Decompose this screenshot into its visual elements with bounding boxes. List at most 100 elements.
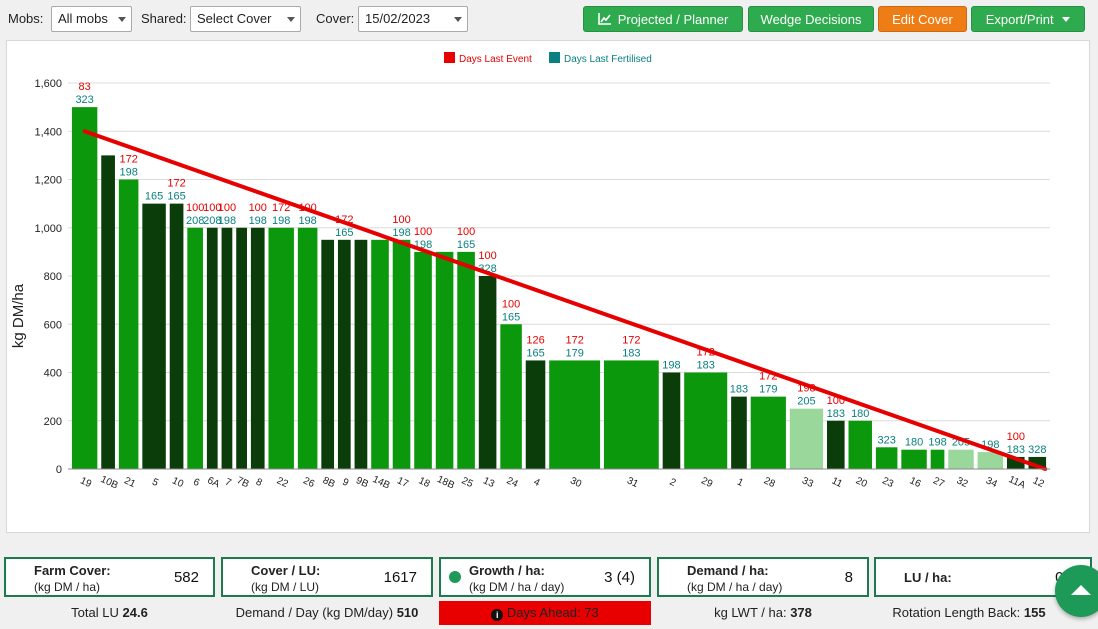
bar-paddock-24[interactable] xyxy=(500,324,522,469)
wedge-decisions-label: Wedge Decisions xyxy=(760,12,862,27)
x-tick-label: 26 xyxy=(301,475,316,490)
bar-paddock-9[interactable] xyxy=(337,239,351,469)
edit-cover-button[interactable]: Edit Cover xyxy=(878,6,967,32)
bar-paddock-4[interactable] xyxy=(525,360,546,469)
x-tick-label: 34 xyxy=(984,475,999,490)
data-label-event: 100 xyxy=(249,202,267,214)
bar-paddock-18b[interactable] xyxy=(435,251,454,469)
bar-paddock-9b[interactable] xyxy=(354,239,368,469)
bar-paddock-26[interactable] xyxy=(297,227,318,469)
growth-value: 3 (4) xyxy=(604,569,635,586)
lwt-value: 378 xyxy=(790,605,812,620)
x-tick-label: 29 xyxy=(699,475,714,490)
data-label-event: 172 xyxy=(272,202,290,214)
x-tick-label: 7 xyxy=(223,477,233,490)
bar-paddock-7[interactable] xyxy=(221,227,233,469)
x-tick-label: 10 xyxy=(170,475,185,490)
data-label-event: 172 xyxy=(622,334,640,346)
bar-paddock-30[interactable] xyxy=(549,360,601,469)
mobs-select-value: All mobs xyxy=(58,11,108,26)
x-tick-label: 20 xyxy=(854,475,869,490)
bar-paddock-28[interactable] xyxy=(750,396,786,469)
data-label-fertilised: 165 xyxy=(335,227,353,239)
bar-paddock-11[interactable] xyxy=(826,420,845,469)
bar-paddock-6[interactable] xyxy=(187,227,203,469)
bar-paddock-13[interactable] xyxy=(478,276,497,469)
bar-paddock-33[interactable] xyxy=(789,408,824,469)
y-tick-label: 1,600 xyxy=(34,78,62,90)
data-label-fertilised: 183 xyxy=(1007,444,1025,456)
legend-swatch-days-last-event xyxy=(444,52,455,63)
data-label-event: 100 xyxy=(1007,431,1025,443)
x-tick-label: 18B xyxy=(435,474,456,492)
bar-paddock-23[interactable] xyxy=(875,447,898,469)
x-tick-label: 16 xyxy=(908,475,923,490)
data-label-fertilised: 328 xyxy=(1028,444,1046,456)
chevron-down-icon xyxy=(454,17,462,22)
bar-paddock-16[interactable] xyxy=(901,449,927,469)
cover-lu-value: 1617 xyxy=(383,569,417,586)
y-axis-label: kg DM/ha xyxy=(10,283,27,348)
x-tick-label: 30 xyxy=(568,475,583,490)
bar-paddock-17[interactable] xyxy=(392,239,411,469)
wedge-decisions-button[interactable]: Wedge Decisions xyxy=(748,6,874,32)
data-label-fertilised: 180 xyxy=(851,408,869,420)
bar-paddock-8[interactable] xyxy=(250,227,265,469)
y-tick-label: 0 xyxy=(56,464,62,476)
data-label-fertilised: 323 xyxy=(75,94,93,106)
legend-label-days-last-fertilised: Days Last Fertilised xyxy=(564,54,652,65)
export-print-label: Export/Print xyxy=(985,12,1054,27)
bar-paddock-5[interactable] xyxy=(142,203,166,469)
bar-paddock-32[interactable] xyxy=(948,449,974,469)
x-tick-label: 6A xyxy=(205,475,221,490)
x-tick-label: 27 xyxy=(931,475,946,490)
bar-paddock-10[interactable] xyxy=(169,203,184,469)
demand-day-label: Demand / Day (kg DM/day) xyxy=(235,605,394,620)
bar-paddock-27[interactable] xyxy=(930,449,945,469)
bar-paddock-7b[interactable] xyxy=(236,227,247,469)
x-tick-label: 7B xyxy=(235,475,251,490)
data-label-fertilised: 180 xyxy=(905,437,923,449)
y-tick-label: 1,000 xyxy=(34,223,62,235)
bar-paddock-25[interactable] xyxy=(457,251,475,469)
y-tick-label: 600 xyxy=(44,319,62,331)
bar-paddock-8b[interactable] xyxy=(321,239,335,469)
total-lu-label: Total LU xyxy=(71,605,119,620)
bar-paddock-34[interactable] xyxy=(977,452,1004,469)
bar-paddock-18[interactable] xyxy=(414,251,432,469)
data-label-fertilised: 198 xyxy=(392,227,410,239)
scroll-top-button[interactable] xyxy=(1055,565,1098,617)
bar-paddock-21[interactable] xyxy=(118,179,139,470)
data-label-fertilised: 165 xyxy=(526,347,544,359)
bar-paddock-29[interactable] xyxy=(684,372,728,470)
data-label-fertilised: 323 xyxy=(877,434,895,446)
data-label-fertilised: 165 xyxy=(502,311,520,323)
projected-planner-button[interactable]: Projected / Planner xyxy=(583,6,743,32)
bar-paddock-2[interactable] xyxy=(662,372,681,470)
bar-paddock-14b[interactable] xyxy=(371,239,389,469)
toolbar: Mobs: All mobs Shared: Select Cover Cove… xyxy=(0,0,1098,38)
bar-paddock-1[interactable] xyxy=(731,396,747,469)
x-tick-label: 28 xyxy=(762,475,777,490)
growth-card: Growth / ha: (kg DM / ha / day) 3 (4) xyxy=(439,557,651,597)
y-tick-label: 1,400 xyxy=(34,126,62,138)
lu-ha-title: LU / ha: xyxy=(904,570,952,585)
bar-paddock-22[interactable] xyxy=(268,227,294,469)
cover-date-select[interactable]: 15/02/2023 xyxy=(358,6,468,32)
bar-paddock-10b[interactable] xyxy=(101,155,115,469)
rotation-length: Rotation Length Back: 155 xyxy=(874,600,1064,626)
shared-select[interactable]: Select Cover xyxy=(190,6,301,32)
export-print-button[interactable]: Export/Print xyxy=(971,6,1085,32)
farm-cover-title: Farm Cover: xyxy=(34,563,111,578)
bar-paddock-20[interactable] xyxy=(848,420,872,469)
projected-planner-label: Projected / Planner xyxy=(617,12,729,27)
bar-paddock-31[interactable] xyxy=(603,360,659,469)
total-lu-value: 24.6 xyxy=(122,605,148,620)
mobs-select[interactable]: All mobs xyxy=(51,6,132,32)
bar-paddock-19[interactable] xyxy=(71,107,98,469)
chart-icon xyxy=(597,13,611,25)
x-tick-label: 14B xyxy=(371,474,392,492)
bar-paddock-6a[interactable] xyxy=(206,227,218,469)
cover-lu-card: Cover / LU: (kg DM / LU) 1617 xyxy=(221,557,433,597)
data-label-fertilised: 165 xyxy=(457,239,475,251)
